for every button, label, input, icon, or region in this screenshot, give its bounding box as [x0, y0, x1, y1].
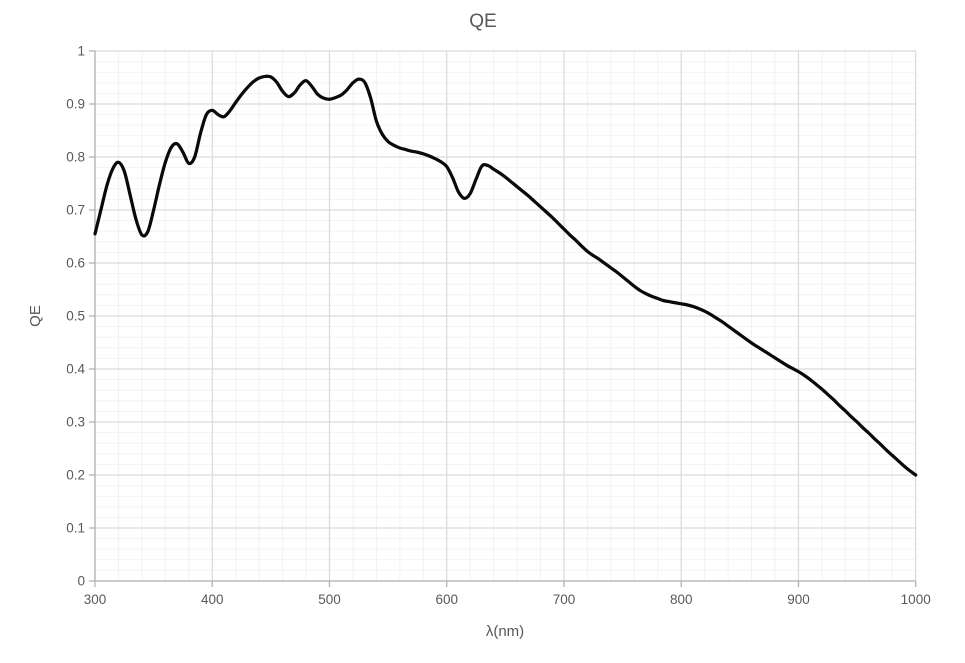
y-tick-label: 0.5: [66, 309, 85, 324]
y-tick-label: 0.6: [66, 256, 85, 271]
x-tick-label: 800: [670, 592, 693, 607]
x-tick-label: 300: [84, 592, 107, 607]
y-tick-label: 0.1: [66, 521, 85, 536]
x-tick-label: 900: [787, 592, 810, 607]
y-tick-label: 0.3: [66, 415, 85, 430]
qe-curve: [93, 74, 918, 477]
x-tick-label: 500: [318, 592, 341, 607]
y-tick-label: 0.2: [66, 468, 85, 483]
y-axis-title: QE: [27, 305, 44, 327]
x-tick-label: 400: [201, 592, 224, 607]
chart-title: QE: [469, 11, 496, 32]
y-axis-tick-labels: 0 0.1 0.2 0.3 0.4 0.5 0.6 0.7 0.8 0.9 1: [66, 44, 85, 589]
y-tick-label: 0.7: [66, 203, 85, 218]
x-axis-tick-labels: 300 400 500 600 700 800 900 1000: [84, 592, 931, 607]
x-tick-label: 1000: [901, 592, 931, 607]
y-tick-label: 0.4: [66, 362, 85, 377]
x-axis-title: λ(nm): [486, 623, 524, 640]
y-tick-label: 0.8: [66, 150, 85, 165]
y-tick-label: 0.9: [66, 97, 85, 112]
y-tick-label: 1: [77, 44, 85, 59]
major-gridlines: [94, 50, 917, 582]
x-tick-label: 700: [553, 592, 576, 607]
y-tick-label: 0: [77, 574, 85, 589]
tick-marks: [89, 50, 917, 587]
x-tick-label: 600: [435, 592, 458, 607]
